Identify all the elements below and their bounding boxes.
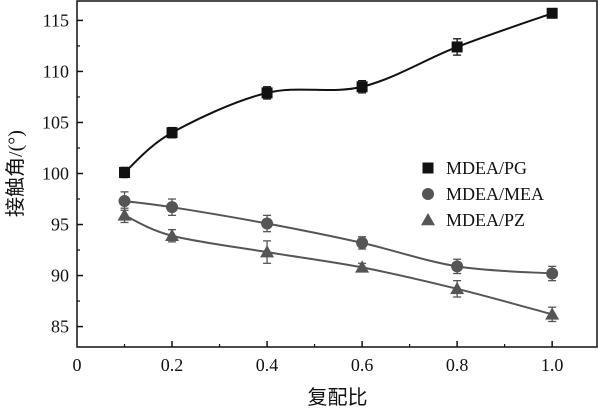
data-point (546, 7, 558, 19)
y-tick-label: 110 (43, 61, 69, 81)
data-point (260, 245, 275, 258)
y-tick-label: 85 (51, 317, 69, 337)
data-point (355, 260, 370, 273)
y-tick-label: 100 (42, 164, 69, 184)
data-point (356, 236, 369, 249)
y-tick-label: 90 (51, 266, 69, 286)
data-point (261, 217, 274, 230)
series-line (123, 12, 553, 174)
y-tick-label: 115 (43, 10, 69, 30)
data-point (117, 208, 132, 221)
legend-label: MDEA/PG (446, 158, 527, 178)
series-circle (118, 191, 559, 282)
legend: MDEA/PG MDEA/MEA MDEA/PZ (421, 158, 544, 230)
series-line (124, 214, 553, 316)
x-axis: 0 0.2 0.4 0.6 0.8 1.0 (73, 341, 564, 375)
y-axis-title: 接触角/(°) (4, 130, 27, 217)
x-tick-label: 0.6 (351, 355, 374, 375)
x-tick-label: 0 (73, 355, 82, 375)
data-point (451, 41, 463, 53)
legend-label: MDEA/MEA (446, 184, 544, 204)
data-point (166, 127, 178, 139)
x-axis-title: 复配比 (308, 386, 368, 409)
data-point (356, 81, 368, 93)
data-point (118, 195, 131, 208)
data-point (261, 87, 273, 99)
y-tick-label: 95 (51, 215, 69, 235)
x-tick-label: 0.4 (256, 355, 279, 375)
data-point (451, 260, 464, 273)
data-point (545, 307, 560, 320)
data-point (166, 201, 179, 214)
x-tick-label: 1.0 (541, 355, 564, 375)
x-tick-label: 0.8 (446, 355, 469, 375)
y-axis: 85 90 95 100 105 110 115 (42, 10, 83, 337)
data-point (165, 228, 180, 242)
data-point (546, 267, 559, 280)
data-point (119, 166, 131, 178)
legend-marker-triangle (421, 213, 435, 226)
legend-marker-circle (422, 188, 434, 200)
x-tick-label: 0.2 (161, 355, 184, 375)
legend-marker-square (422, 162, 434, 174)
data-point (450, 281, 465, 295)
series-triangle (117, 207, 560, 323)
series-layer (117, 7, 560, 323)
series-square (119, 7, 558, 179)
y-tick-label: 105 (42, 112, 69, 132)
legend-label: MDEA/PZ (446, 210, 525, 230)
